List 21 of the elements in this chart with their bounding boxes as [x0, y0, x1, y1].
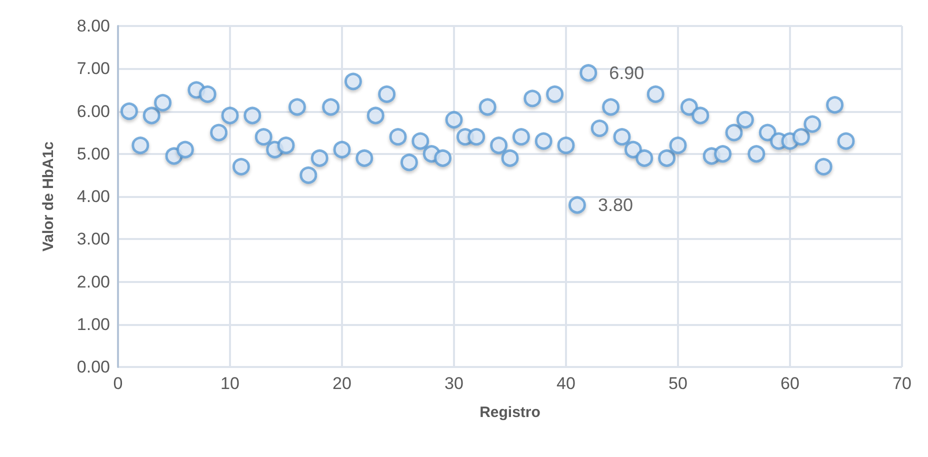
x-tick-label: 60	[780, 374, 800, 393]
x-tick-label: 20	[332, 374, 352, 393]
y-tick-label: 4.00	[76, 187, 110, 206]
x-tick-label: 70	[892, 374, 912, 393]
x-tick-label: 10	[220, 374, 240, 393]
data-label: 6.90	[609, 62, 644, 83]
y-tick-label: 0.00	[76, 358, 110, 376]
x-tick-label: 30	[444, 374, 464, 393]
y-tick-label: 5.00	[76, 144, 110, 164]
data-label: 3.80	[598, 195, 633, 216]
y-tick-label: 7.00	[76, 59, 110, 78]
y-tick-label: 8.00	[76, 16, 110, 36]
y-tick-label: 6.00	[76, 102, 110, 121]
y-tick-label: 2.00	[76, 272, 110, 292]
x-tick-label: 40	[556, 374, 576, 393]
x-tick-label: 50	[668, 374, 688, 393]
y-tick-label: 3.00	[76, 230, 110, 249]
x-tick-label: 0	[113, 374, 123, 393]
y-tick-label: 1.00	[76, 314, 110, 334]
y-axis-title: Valor de HbA1c	[40, 141, 57, 252]
x-axis-title: Registro	[480, 404, 540, 421]
